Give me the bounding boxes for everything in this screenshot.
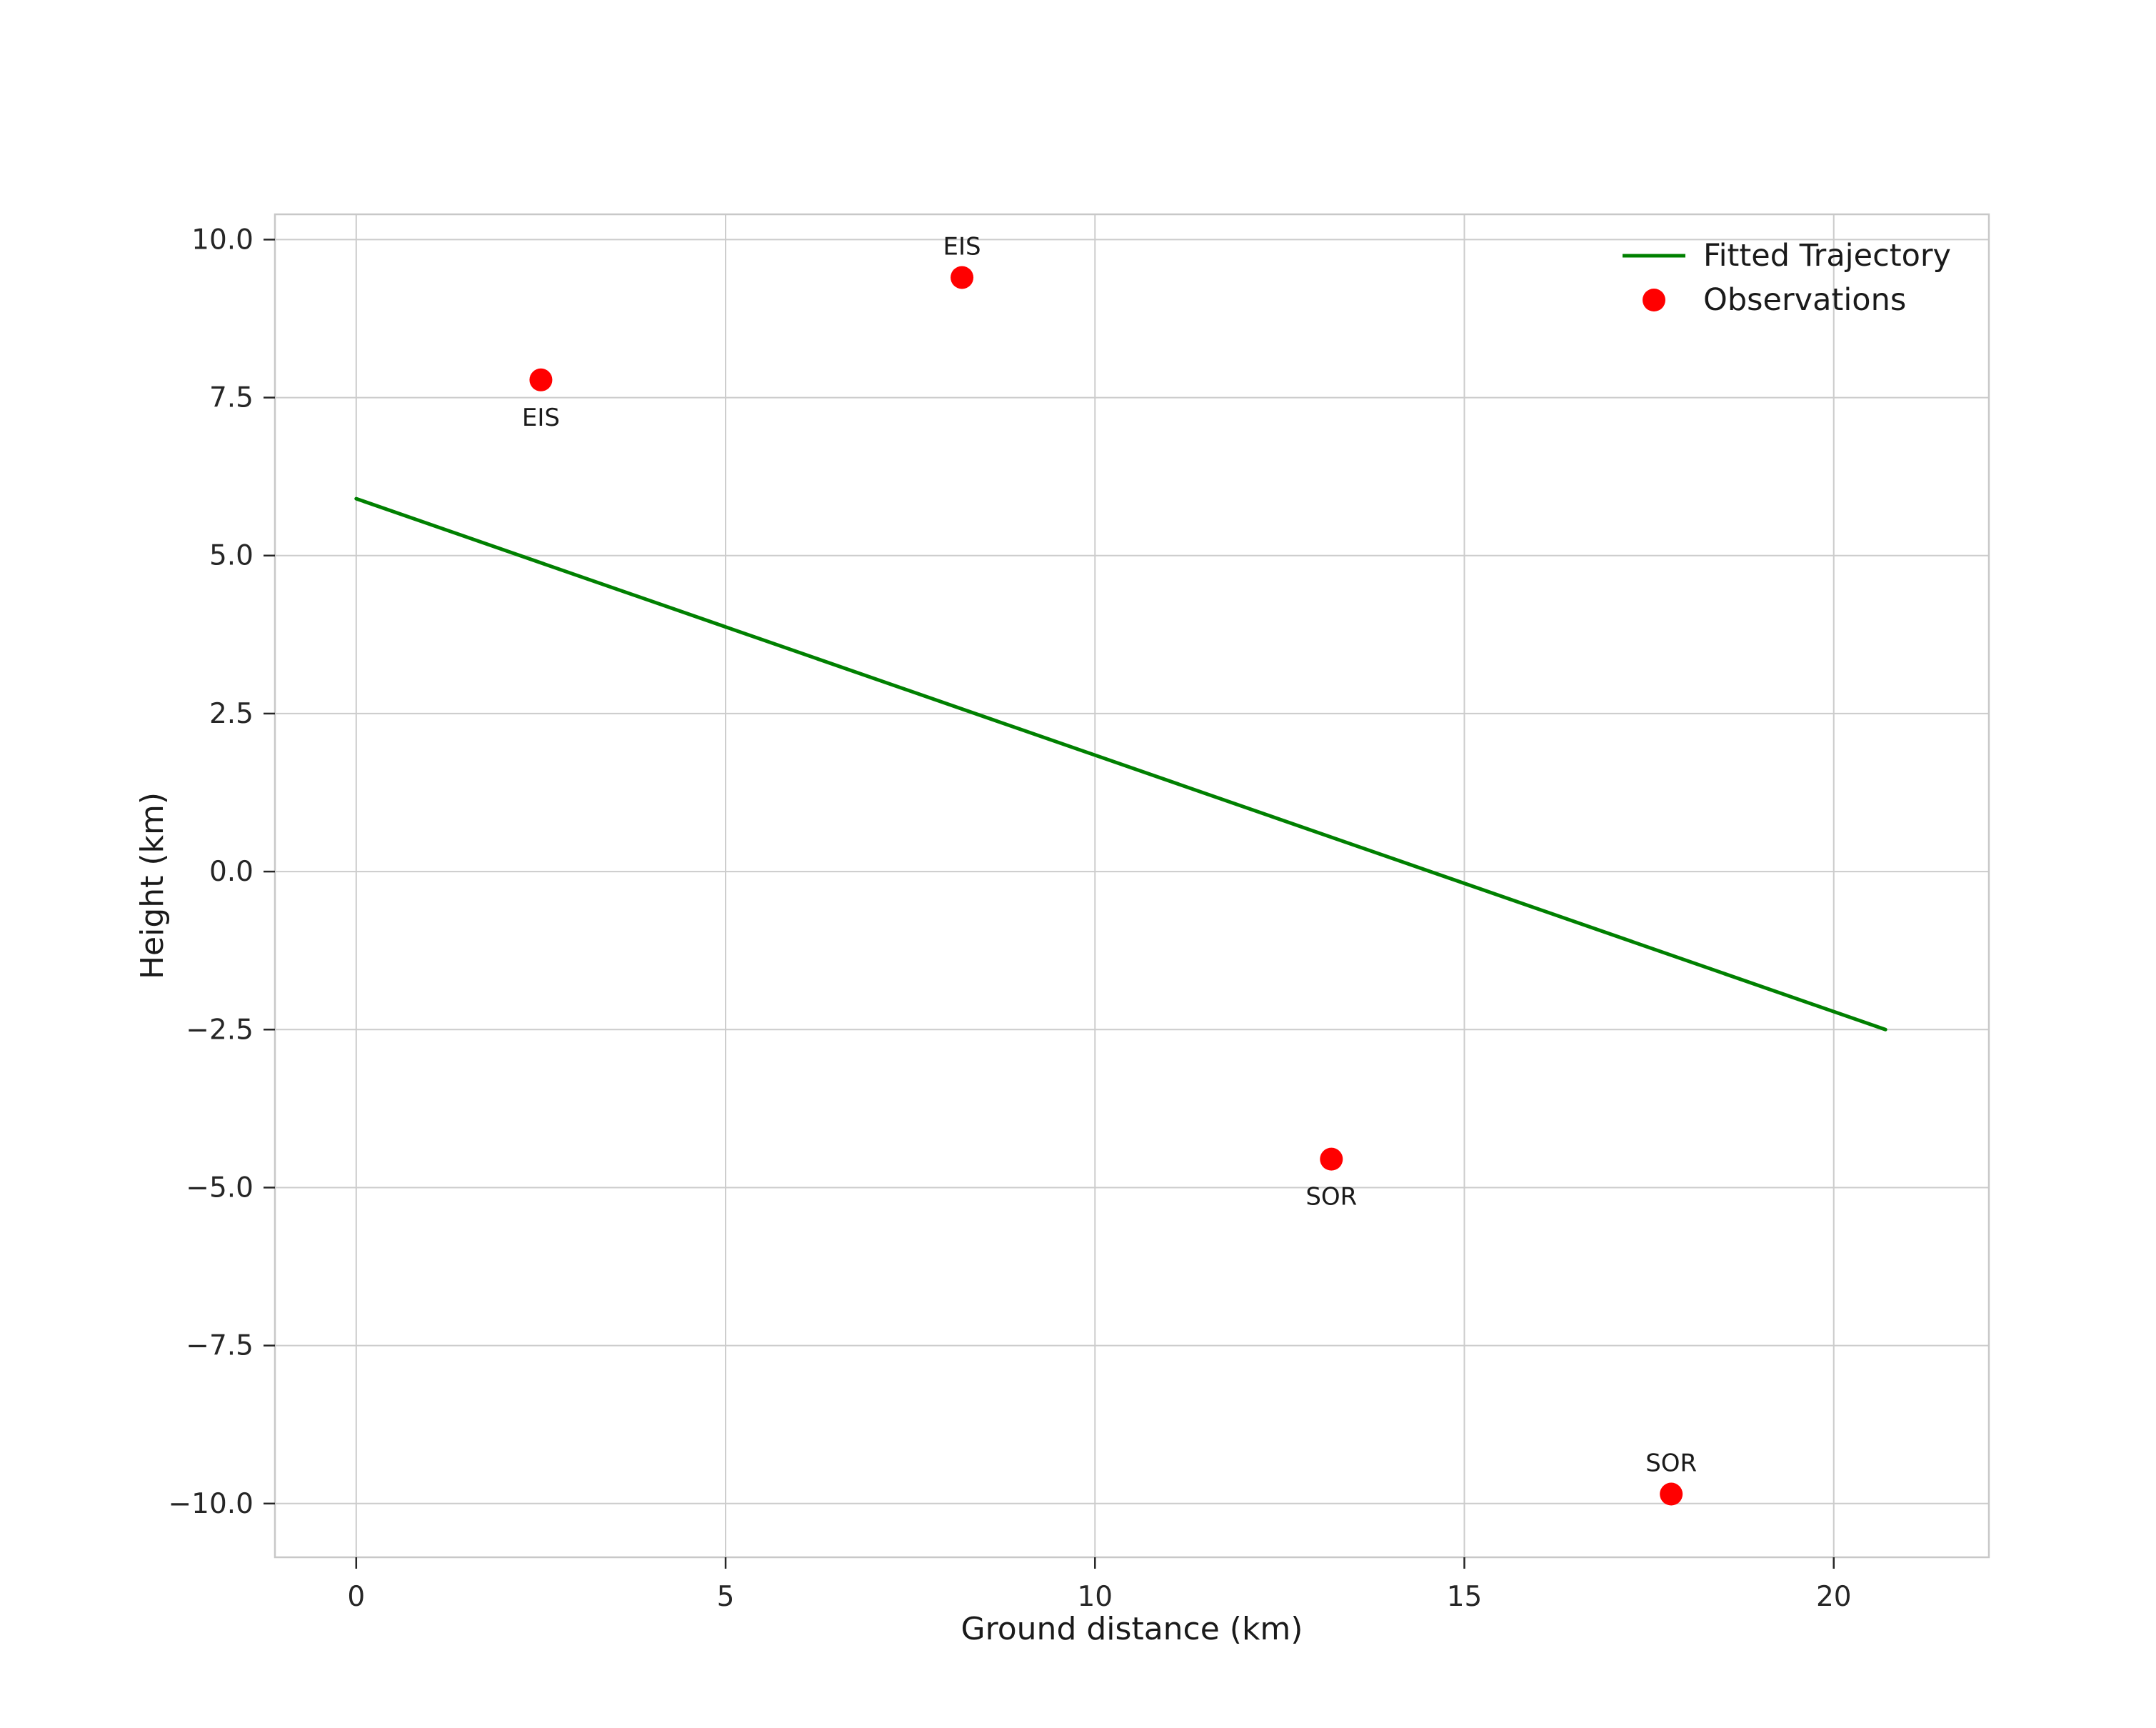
y-tick-label: 2.5 bbox=[209, 698, 254, 730]
x-tick-label: 15 bbox=[1447, 1581, 1483, 1613]
plot-border bbox=[274, 213, 1990, 1559]
x-tick-label: 10 bbox=[1077, 1581, 1113, 1613]
annotation-layer: EIS EIS SOR SOR bbox=[522, 232, 1697, 1477]
observation-point bbox=[1660, 1482, 1683, 1506]
y-tick-label: −2.5 bbox=[186, 1014, 254, 1046]
legend-label-fitted-trajectory: Fitted Trajectory bbox=[1703, 238, 1951, 274]
legend: Fitted Trajectory Observations bbox=[1623, 238, 1951, 318]
grid-layer bbox=[275, 214, 1989, 1557]
x-tick-label: 5 bbox=[717, 1581, 735, 1613]
y-tick-label: 7.5 bbox=[209, 382, 254, 414]
y-axis-label: Height (km) bbox=[134, 792, 171, 979]
observation-label: EIS bbox=[943, 232, 981, 261]
y-tick-label: 10.0 bbox=[191, 224, 254, 256]
observation-label: EIS bbox=[522, 404, 560, 432]
x-tick-label: 0 bbox=[347, 1581, 365, 1613]
observation-point bbox=[1320, 1147, 1343, 1171]
y-tick-label: 5.0 bbox=[209, 540, 254, 572]
y-tick-label: 0.0 bbox=[209, 856, 254, 888]
tick-layer: 0 5 10 15 20 10.0 7.5 5.0 2.5 0.0 −2.5 −5.0 −7.5 −10.… bbox=[168, 224, 1851, 1613]
observation-label: SOR bbox=[1305, 1183, 1357, 1212]
x-tick-label: 20 bbox=[1816, 1581, 1852, 1613]
fitted-trajectory-line bbox=[354, 496, 1887, 1032]
observation-point bbox=[951, 266, 974, 289]
y-tick-label: −5.0 bbox=[186, 1172, 254, 1204]
observation-label: SOR bbox=[1645, 1449, 1697, 1478]
observation-point bbox=[529, 368, 553, 391]
x-axis-label: Ground distance (km) bbox=[961, 1611, 1303, 1647]
y-tick-label: −7.5 bbox=[186, 1330, 254, 1362]
series-layer bbox=[354, 266, 1887, 1506]
legend-marker-sample-icon bbox=[1643, 289, 1665, 311]
y-tick-label: −10.0 bbox=[168, 1488, 254, 1520]
legend-label-observations: Observations bbox=[1703, 282, 1906, 318]
